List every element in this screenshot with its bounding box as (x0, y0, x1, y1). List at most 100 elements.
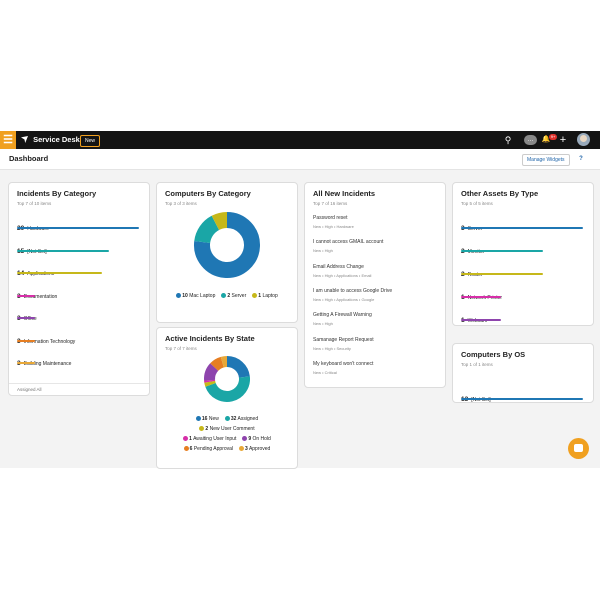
legend-item[interactable]: 3 Approved (239, 444, 270, 454)
incident-item[interactable]: Email Address Change New • High • Applica… (313, 264, 371, 288)
legend-label: Approved (248, 446, 271, 452)
add-icon[interactable]: + (559, 134, 567, 146)
incident-item[interactable]: Samanage Report Request New • High • Secu… (313, 337, 374, 361)
widget-title: Computers By Category (165, 189, 251, 198)
legend-value: 1 (189, 436, 192, 442)
item-bar (17, 249, 109, 252)
donut-slice-on-hold[interactable] (204, 363, 219, 381)
computers-donut-chart (194, 212, 260, 278)
item-bar (17, 362, 35, 364)
legend-label: Awaiting User Input (193, 436, 237, 442)
incidents-by-category-widget: Incidents By Category Top 7 of 10 items … (8, 182, 150, 396)
widget-subtitle: Top 1 of 1 items (461, 362, 493, 367)
new-button[interactable]: New (80, 135, 101, 147)
incident-title[interactable]: Password reset (313, 215, 348, 221)
legend-swatch (183, 436, 189, 441)
donut-slice-approved[interactable] (220, 356, 228, 368)
incident-title[interactable]: My keyboard won't connect (313, 360, 374, 367)
list-item[interactable]: 2Router (461, 263, 543, 278)
legend-item[interactable]: 1 Laptop (252, 293, 278, 299)
list-item[interactable]: 3Office (17, 307, 37, 322)
legend-value: 3 (245, 446, 248, 452)
item-bar (461, 227, 583, 229)
incident-title[interactable]: I cannot access GMAIL account (313, 239, 384, 246)
list-item[interactable]: 1Webcam (461, 309, 501, 324)
legend-item[interactable]: 9 On Hold (242, 434, 271, 444)
widget-title: Computers By OS (461, 350, 526, 359)
widget-subtitle: Top 7 of 16 items (313, 201, 348, 206)
item-label: Webcam (467, 318, 488, 324)
donut-slice-new[interactable] (226, 356, 250, 379)
list-item[interactable]: 3Information Technology (17, 330, 76, 345)
incident-title[interactable]: Email Address Change (313, 263, 364, 270)
item-label: [Not Set] (27, 248, 47, 255)
list-item[interactable]: 14Applications (17, 262, 102, 277)
list-item[interactable]: 15[Not Set] (17, 240, 109, 255)
legend-item[interactable]: 6 Pending Approval (183, 444, 233, 454)
incident-meta: New • Critical (313, 369, 337, 375)
search-icon[interactable]: ⚲ (504, 135, 512, 145)
list-item[interactable]: 3Server (461, 217, 583, 232)
legend-row: 6 Pending Approval 3 Approved (167, 444, 287, 454)
brand-label: Service Desk (33, 135, 80, 144)
legend-item[interactable]: 16 New (195, 414, 219, 424)
brand[interactable]: Service Desk (21, 131, 80, 149)
incident-meta: New • High • Applications • Google (313, 296, 375, 302)
active-incidents-by-state-widget: Active Incidents By State Top 7 of 7 ite… (156, 327, 298, 469)
donut-slice-new-user-comment[interactable] (204, 380, 216, 387)
chat-icon[interactable]: … (524, 135, 537, 145)
legend-item[interactable]: 2 New User Comment (199, 424, 255, 434)
widget-subtitle: Top 7 of 10 items (17, 201, 52, 206)
notification-badge: 9+ (549, 134, 557, 140)
list-item[interactable]: 13[Not Set] (461, 388, 583, 403)
legend-label: Laptop (262, 293, 278, 299)
item-label: Information Technology (23, 338, 76, 345)
legend-item[interactable]: 32 Assigned (224, 414, 258, 424)
legend-value: 2 (205, 426, 209, 432)
legend-item[interactable]: 1 Awaiting User Input (183, 434, 236, 444)
item-label: Applications (27, 271, 55, 277)
avatar[interactable] (577, 133, 590, 146)
incident-meta: New • High (313, 248, 333, 254)
incident-item[interactable]: Getting A Firewall Warning New • High (313, 312, 372, 336)
list-item[interactable]: 2Monitor (461, 240, 543, 255)
donut-slice-laptop[interactable] (211, 212, 228, 231)
legend-row: 10 Mac Laptop 2 Server 1 Laptop (157, 293, 297, 299)
help-icon[interactable]: ? (579, 156, 583, 162)
item-bar (17, 294, 35, 297)
manage-widgets-button[interactable]: Manage Widgets (522, 154, 570, 166)
donut-slice-pending-approval[interactable] (210, 356, 225, 372)
list-item[interactable]: 3Documentation (17, 285, 57, 300)
incident-item[interactable]: I am unable to access Google Drive New • … (313, 288, 392, 312)
incident-title[interactable]: Getting A Firewall Warning (313, 312, 372, 319)
item-bar (461, 273, 543, 275)
incident-item[interactable]: I cannot access GMAIL account New • High (313, 239, 383, 263)
widget-subtitle: Top 7 of 7 items (165, 346, 197, 351)
widget-footer: Assigned All (9, 383, 149, 395)
incident-item[interactable]: My keyboard won't connect New • Critical (313, 361, 373, 385)
item-label: Server (467, 226, 483, 232)
item-bar (461, 319, 501, 321)
list-item[interactable]: 20Hardware (17, 217, 139, 232)
menu-icon[interactable]: ☰ (0, 131, 16, 149)
incident-title[interactable]: Samanage Report Request (313, 336, 374, 343)
chart-legend: 10 Mac Laptop 2 Server 1 Laptop (157, 293, 297, 299)
list-item[interactable]: 1Network Printer (461, 286, 502, 301)
item-label: [Not Set] (471, 397, 491, 403)
all-new-incidents-widget: All New Incidents Top 7 of 16 items Pass… (304, 182, 446, 388)
incident-item[interactable]: Password reset New • High • Hardware (313, 215, 354, 239)
app-window: ☰ Service Desk New ⚲ … 🔔 9+ + Dashboard … (0, 131, 600, 469)
chat-support-button[interactable] (568, 438, 589, 459)
donut-slice-assigned[interactable] (205, 376, 250, 402)
bell-icon[interactable]: 🔔 (541, 136, 551, 143)
page-header: Dashboard Manage Widgets ? (0, 149, 600, 170)
donut-slice-server[interactable] (194, 215, 220, 244)
list-item[interactable]: 3Building Maintenance (17, 352, 71, 367)
legend-row: 1 Awaiting User Input 9 On Hold (167, 434, 287, 444)
legend-item[interactable]: 2 Server (221, 293, 246, 299)
legend-item[interactable]: 10 Mac Laptop (176, 293, 215, 299)
incident-title[interactable]: I am unable to access Google Drive (313, 287, 393, 294)
service-desk-logo-icon (21, 136, 28, 143)
donut-slice-mac-laptop[interactable] (194, 212, 260, 278)
item-bar (17, 272, 102, 274)
